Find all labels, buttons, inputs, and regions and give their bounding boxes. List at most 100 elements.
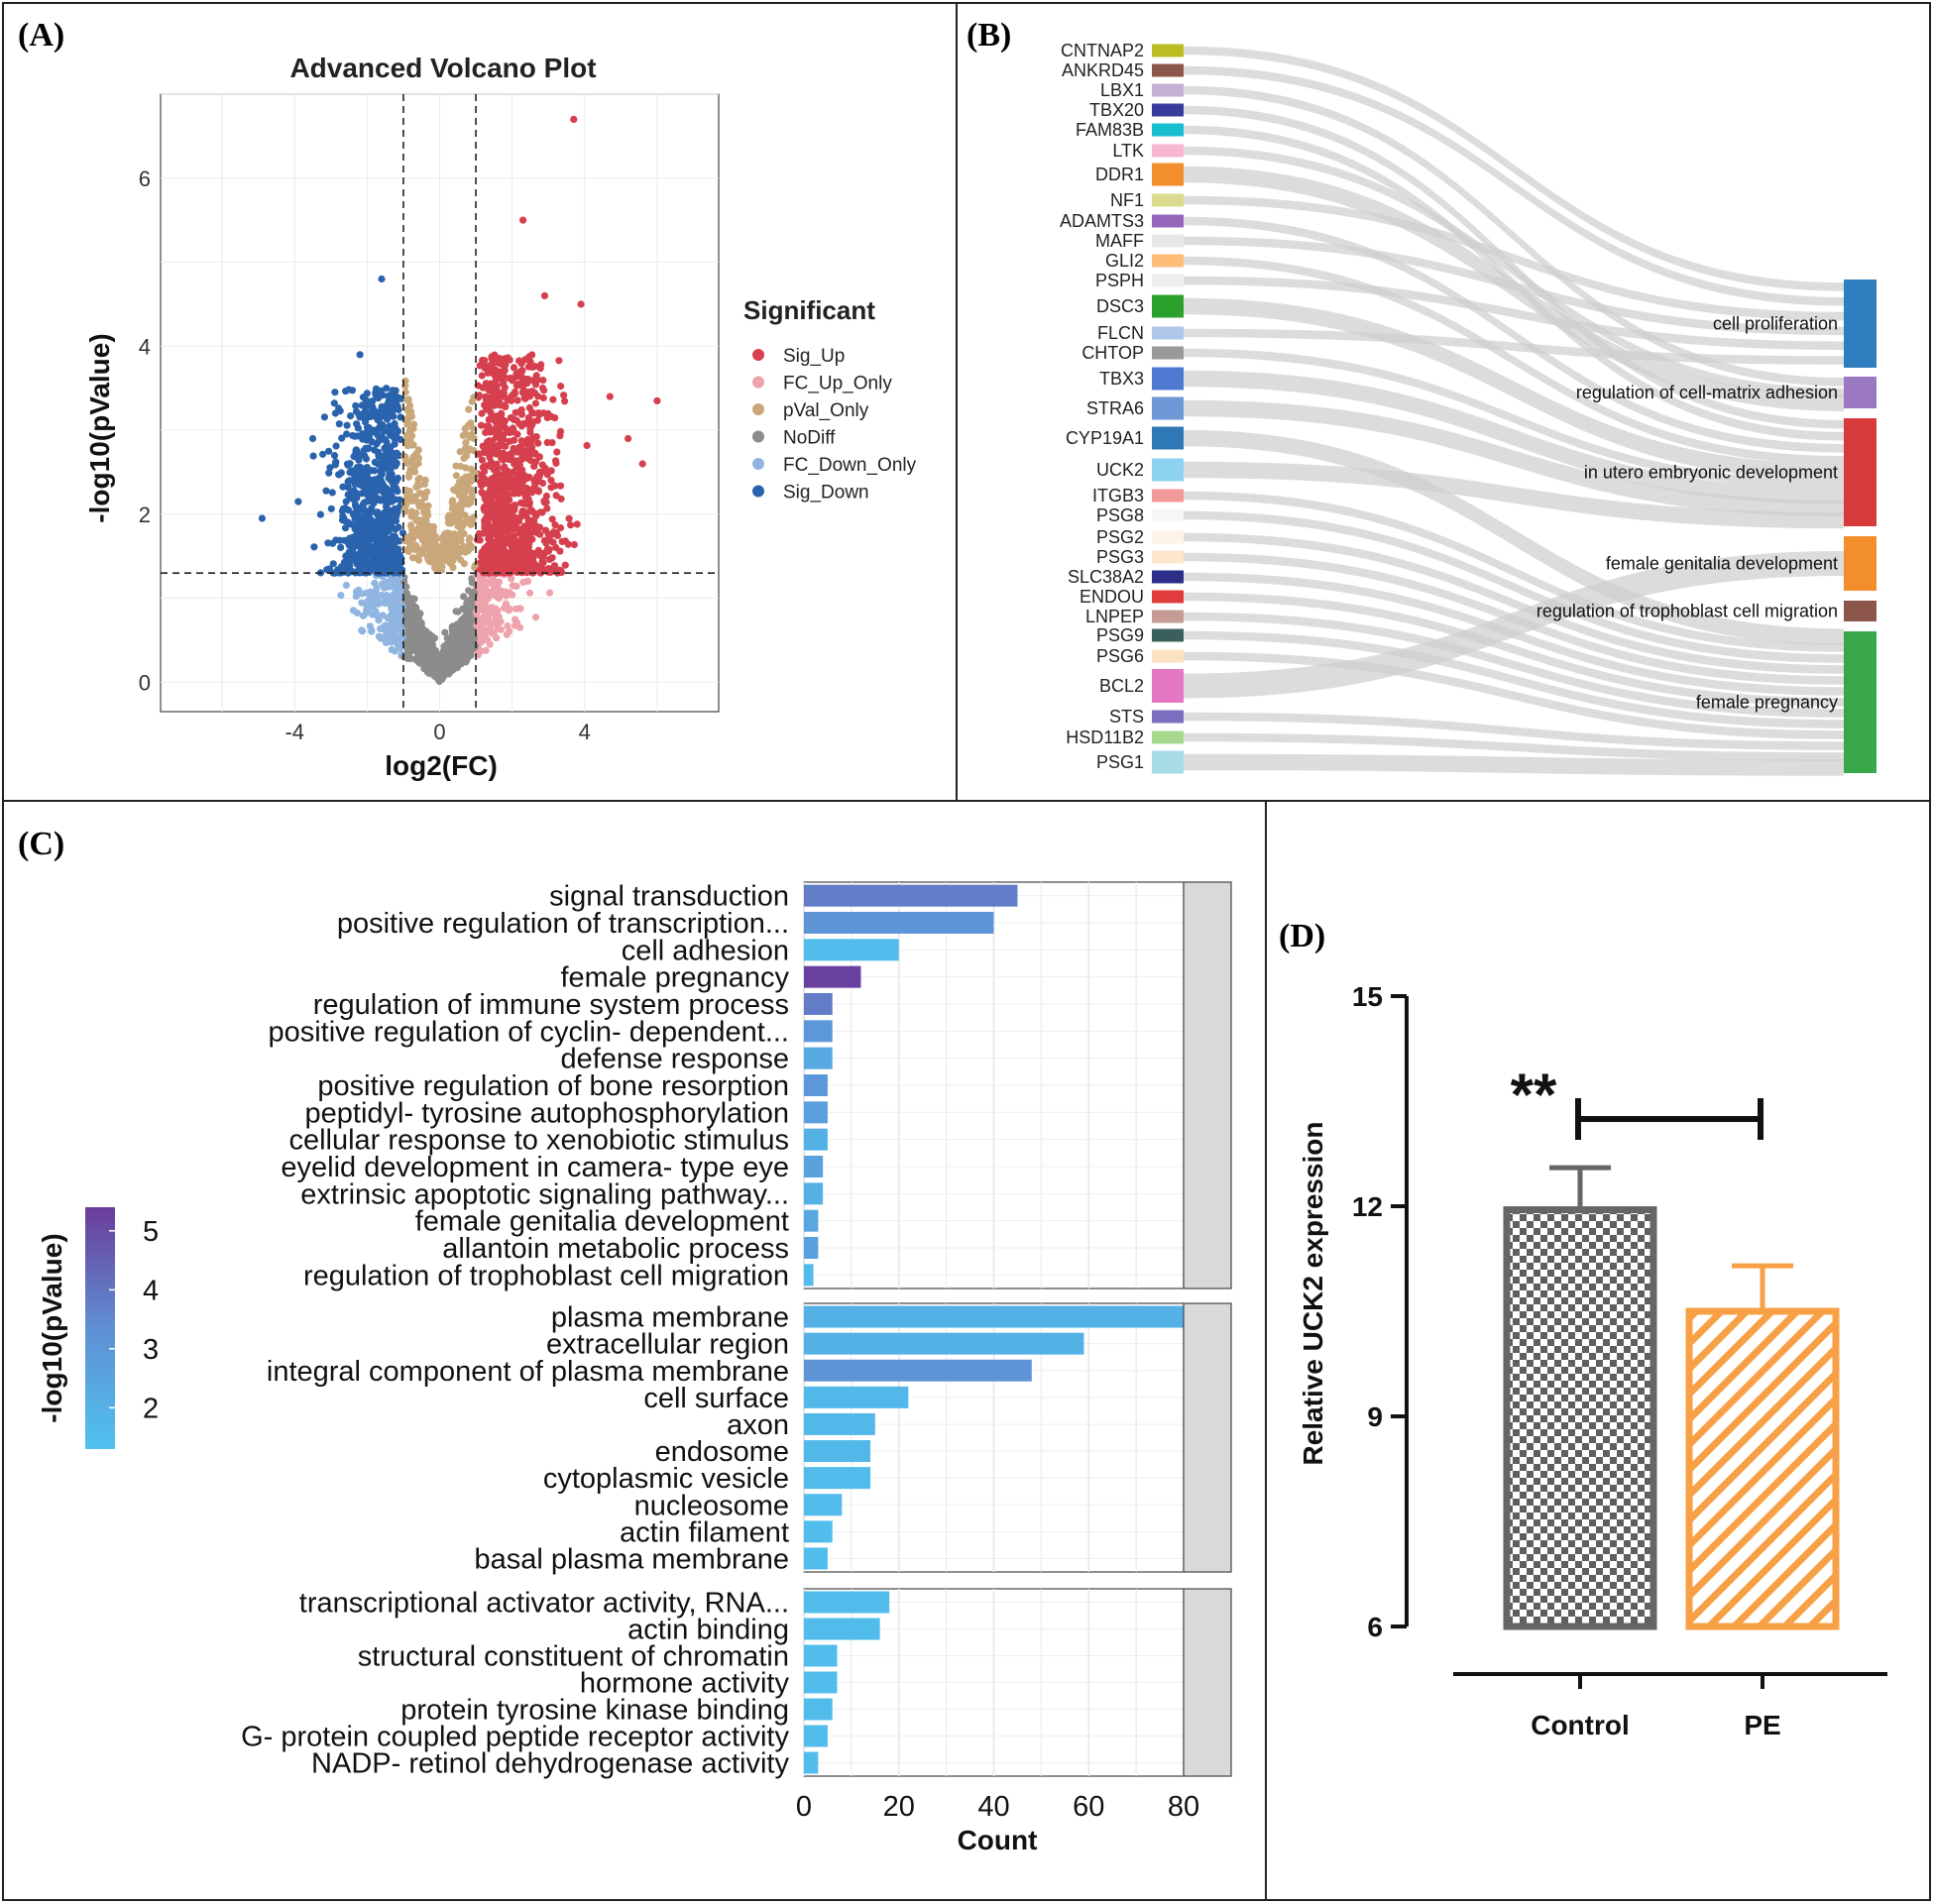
volcano-point — [378, 485, 387, 493]
volcano-point — [496, 398, 504, 406]
legend-label: NoDiff — [783, 428, 836, 449]
volcano-point — [340, 513, 348, 522]
volcano-point — [368, 627, 376, 635]
panel-label-d: (D) — [1279, 918, 1325, 954]
volcano-point — [488, 398, 496, 406]
volcano-point — [553, 448, 561, 456]
volcano-point — [493, 382, 501, 390]
volcano-point — [382, 621, 390, 629]
go-bar — [804, 1440, 871, 1463]
go-bar — [804, 1412, 875, 1435]
volcano-point — [368, 408, 376, 416]
volcano-point — [408, 554, 417, 562]
sankey-gene-label: STS — [1109, 707, 1144, 727]
volcano-point — [385, 474, 393, 483]
volcano-point — [364, 498, 372, 505]
sankey-gene-label: NF1 — [1110, 190, 1144, 210]
volcano-point — [344, 551, 352, 559]
volcano-point — [495, 441, 503, 449]
volcano-point — [495, 589, 503, 598]
go-term-label: eyelid development in camera- type eye — [281, 1152, 789, 1183]
volcano-point — [478, 489, 486, 497]
go-term-label: cell surface — [643, 1383, 789, 1414]
volcano-point — [367, 527, 376, 535]
volcano-point — [524, 524, 532, 533]
colorbar-tick: 5 — [143, 1216, 159, 1248]
volcano-point — [396, 557, 403, 566]
volcano-point — [500, 464, 508, 472]
volcano-point — [493, 450, 501, 458]
sankey-gene-node — [1152, 214, 1184, 228]
sankey-gene-label: PSPH — [1095, 271, 1144, 290]
volcano-point — [548, 554, 556, 562]
volcano-point — [517, 368, 526, 376]
sankey-gene-node — [1152, 669, 1184, 703]
volcano-point — [396, 610, 403, 618]
volcano-point — [406, 521, 415, 529]
volcano-point — [343, 421, 351, 429]
volcano-point — [429, 527, 437, 535]
volcano-point — [512, 489, 520, 497]
go-term-label: female genitalia development — [415, 1206, 789, 1238]
volcano-point — [638, 460, 646, 468]
sankey-term-node — [1844, 377, 1876, 408]
volcano-point — [428, 663, 436, 671]
volcano-point — [329, 560, 337, 568]
volcano-point — [375, 460, 383, 468]
volcano-point — [355, 470, 363, 478]
go-bar — [804, 1725, 828, 1747]
volcano-point — [486, 540, 495, 548]
volcano-point — [366, 514, 374, 522]
volcano-point — [419, 545, 427, 554]
volcano-point — [359, 534, 367, 542]
volcano-point — [410, 420, 418, 428]
volcano-point — [547, 484, 555, 492]
go-bar — [804, 1671, 838, 1694]
volcano-point — [452, 462, 460, 470]
volcano-point — [529, 377, 537, 385]
legend-label: FC_Up_Only — [783, 374, 892, 394]
go-bar — [804, 1359, 1032, 1382]
volcano-point — [358, 590, 366, 598]
volcano-point — [406, 541, 414, 549]
volcano-point — [436, 673, 444, 681]
sankey-flow — [1184, 85, 1844, 387]
sankey-gene-node — [1152, 590, 1184, 604]
sankey-gene-label: FLCN — [1097, 323, 1144, 343]
volcano-point — [384, 413, 392, 422]
volcano-point — [340, 568, 348, 576]
volcano-point — [538, 508, 546, 516]
volcano-point — [383, 385, 391, 392]
volcano-point — [489, 415, 497, 423]
volcano-point — [524, 489, 532, 497]
volcano-point — [452, 472, 460, 480]
volcano-point — [501, 367, 509, 375]
volcano-point — [519, 475, 528, 483]
volcano-point — [504, 474, 512, 482]
volcano-point — [424, 545, 432, 554]
volcano-point — [400, 653, 408, 661]
volcano-point — [387, 443, 395, 451]
volcano-point — [495, 368, 503, 376]
volcano-point — [557, 495, 565, 503]
sankey-term-node — [1844, 601, 1876, 621]
volcano-point — [310, 543, 318, 551]
sankey-gene-node — [1152, 649, 1184, 663]
go-term-label: plasma membrane — [551, 1302, 789, 1334]
uck2-expression-bar-chart: 6 9 12 15 Control PE Relative UCK2 expression… — [1298, 981, 1887, 1740]
volcano-point — [363, 436, 371, 444]
volcano-point — [358, 626, 366, 634]
volcano-point — [496, 539, 504, 547]
volcano-point — [577, 300, 585, 308]
volcano-point — [371, 467, 379, 475]
volcano-point — [476, 583, 484, 591]
volcano-point — [332, 442, 340, 450]
volcano-point — [506, 556, 514, 564]
volcano-point — [319, 450, 327, 458]
volcano-point — [362, 396, 370, 404]
go-term-label: G- protein coupled peptide receptor acti… — [241, 1722, 789, 1753]
sankey-flow — [1184, 461, 1844, 529]
volcano-point — [653, 396, 661, 404]
volcano-point — [525, 403, 533, 412]
volcano-point — [465, 587, 473, 595]
